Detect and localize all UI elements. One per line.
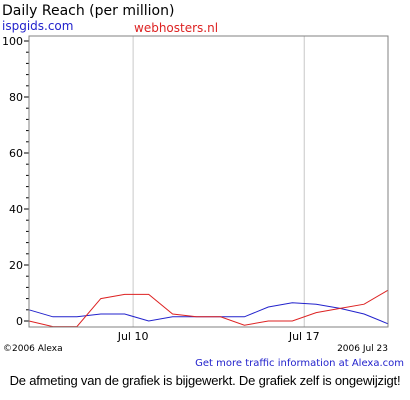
y-axis-labels: 0 20 40 60 80 100 (2, 35, 23, 328)
reach-chart: Daily Reach (per million) ispgids.com we… (2, 3, 404, 369)
x-tick-label: Jul 10 (117, 330, 149, 343)
y-tick-label: 60 (9, 147, 23, 160)
copyright-label: ©2006 Alexa (3, 344, 63, 354)
y-tick-label: 20 (9, 259, 23, 272)
date-label: 2006 Jul 23 (337, 344, 388, 354)
y-tick-label: 100 (2, 35, 23, 48)
series-lines (28, 289, 389, 328)
y-tick-label: 40 (9, 203, 23, 216)
plot-frame (28, 35, 389, 328)
legend-ispgids: ispgids.com (2, 19, 73, 33)
y-axis-ticks (24, 40, 29, 322)
alexa-link[interactable]: Get more traffic information at Alexa.co… (195, 358, 404, 369)
x-tick-label: Jul 17 (288, 330, 320, 343)
legend-webhosters: webhosters.nl (134, 21, 218, 35)
series-line-ispgids (28, 302, 389, 325)
series-line-webhosters (28, 289, 389, 328)
grid-lines (132, 36, 305, 327)
chart-title: Daily Reach (per million) (2, 3, 174, 19)
y-tick-label: 80 (9, 91, 23, 104)
x-axis-labels: Jul 10 Jul 17 (117, 330, 320, 343)
caption-text: De afmeting van de grafiek is bijgewerkt… (9, 373, 401, 388)
y-tick-label: 0 (16, 315, 23, 328)
